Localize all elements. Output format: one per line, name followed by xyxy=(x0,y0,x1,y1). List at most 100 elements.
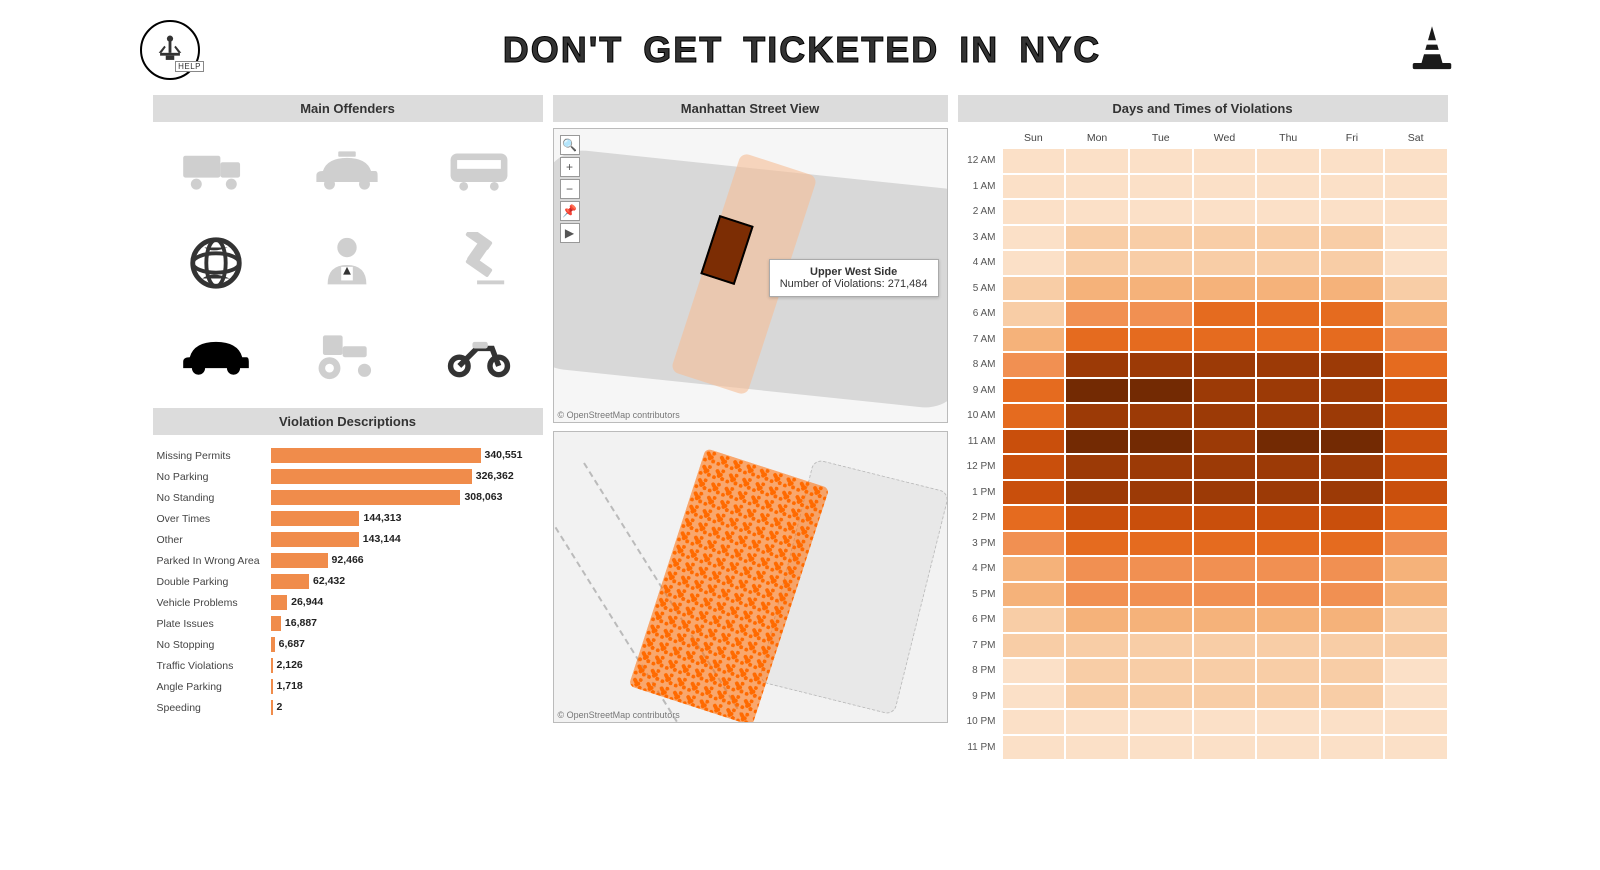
heatmap-cell[interactable] xyxy=(1256,735,1320,761)
heatmap-cell[interactable] xyxy=(1002,658,1066,684)
heatmap-cell[interactable] xyxy=(1065,454,1129,480)
bar-row[interactable]: No Stopping6,687 xyxy=(153,634,539,655)
heatmap-cell[interactable] xyxy=(1256,429,1320,455)
offender-gavel-icon[interactable] xyxy=(444,232,514,297)
offender-bus-icon[interactable] xyxy=(444,140,514,205)
heatmap-cell[interactable] xyxy=(1384,352,1448,378)
bar-row[interactable]: Over Times144,313 xyxy=(153,508,539,529)
offender-globe-icon[interactable] xyxy=(181,232,251,297)
heatmap-cell[interactable] xyxy=(1193,607,1257,633)
heatmap-cell[interactable] xyxy=(1002,582,1066,608)
heatmap-cell[interactable] xyxy=(1002,429,1066,455)
heatmap-cell[interactable] xyxy=(1065,429,1129,455)
heatmap-cell[interactable] xyxy=(1002,633,1066,659)
bar-row[interactable]: Traffic Violations2,126 xyxy=(153,655,539,676)
heatmap-cell[interactable] xyxy=(1193,199,1257,225)
heatmap-cell[interactable] xyxy=(1320,633,1384,659)
heatmap-cell[interactable] xyxy=(1065,352,1129,378)
heatmap-cell[interactable] xyxy=(1002,735,1066,761)
bar-row[interactable]: Angle Parking1,718 xyxy=(153,676,539,697)
heatmap-cell[interactable] xyxy=(1384,658,1448,684)
heatmap-cell[interactable] xyxy=(1065,327,1129,353)
heatmap-cell[interactable] xyxy=(1065,684,1129,710)
heatmap-cell[interactable] xyxy=(1320,582,1384,608)
heatmap-cell[interactable] xyxy=(1320,607,1384,633)
heatmap-cell[interactable] xyxy=(1320,403,1384,429)
bar-row[interactable]: No Standing308,063 xyxy=(153,487,539,508)
heatmap-cell[interactable] xyxy=(1320,148,1384,174)
heatmap-cell[interactable] xyxy=(1129,429,1193,455)
heatmap-cell[interactable] xyxy=(1256,276,1320,302)
heatmap-cell[interactable] xyxy=(1129,327,1193,353)
heatmap-cell[interactable] xyxy=(1065,735,1129,761)
heatmap-cell[interactable] xyxy=(1384,684,1448,710)
heatmap-cell[interactable] xyxy=(1065,709,1129,735)
heatmap-cell[interactable] xyxy=(1384,148,1448,174)
bar-row[interactable]: Vehicle Problems26,944 xyxy=(153,592,539,613)
heatmap-cell[interactable] xyxy=(1320,505,1384,531)
heatmap-cell[interactable] xyxy=(1065,531,1129,557)
heatmap-cell[interactable] xyxy=(1065,378,1129,404)
heatmap-cell[interactable] xyxy=(1384,250,1448,276)
heatmap-cell[interactable] xyxy=(1065,301,1129,327)
heatmap-cell[interactable] xyxy=(1129,607,1193,633)
bar-row[interactable]: Double Parking62,432 xyxy=(153,571,539,592)
heatmap-cell[interactable] xyxy=(1320,709,1384,735)
heatmap-cell[interactable] xyxy=(1320,225,1384,251)
heatmap-cell[interactable] xyxy=(1129,684,1193,710)
heatmap-cell[interactable] xyxy=(1384,735,1448,761)
heatmap-cell[interactable] xyxy=(1256,301,1320,327)
heatmap-cell[interactable] xyxy=(1256,148,1320,174)
heatmap-cell[interactable] xyxy=(1193,505,1257,531)
heatmap-cell[interactable] xyxy=(1384,327,1448,353)
heatmap-cell[interactable] xyxy=(1320,276,1384,302)
heatmap-cell[interactable] xyxy=(1065,250,1129,276)
heatmap-cell[interactable] xyxy=(1002,225,1066,251)
heatmap-cell[interactable] xyxy=(1256,709,1320,735)
heatmap-cell[interactable] xyxy=(1193,378,1257,404)
heatmap-cell[interactable] xyxy=(1129,658,1193,684)
offender-motorcycle-icon[interactable] xyxy=(444,324,514,389)
heatmap-cell[interactable] xyxy=(1256,352,1320,378)
map-play-icon[interactable]: ▶ xyxy=(560,223,580,243)
heatmap-cell[interactable] xyxy=(1256,582,1320,608)
heatmap-cell[interactable] xyxy=(1129,378,1193,404)
heatmap-cell[interactable] xyxy=(1193,250,1257,276)
heatmap-cell[interactable] xyxy=(1320,658,1384,684)
heatmap-cell[interactable] xyxy=(1256,531,1320,557)
heatmap-cell[interactable] xyxy=(1002,327,1066,353)
heatmap-cell[interactable] xyxy=(1002,250,1066,276)
heatmap-cell[interactable] xyxy=(1384,378,1448,404)
heatmap-cell[interactable] xyxy=(1384,556,1448,582)
heatmap-cell[interactable] xyxy=(1193,556,1257,582)
heatmap-cell[interactable] xyxy=(1002,352,1066,378)
heatmap-cell[interactable] xyxy=(1256,327,1320,353)
heatmap-cell[interactable] xyxy=(1002,684,1066,710)
heatmap-cell[interactable] xyxy=(1384,454,1448,480)
heatmap-cell[interactable] xyxy=(1193,327,1257,353)
heatmap-cell[interactable] xyxy=(1256,454,1320,480)
heatmap-cell[interactable] xyxy=(1384,403,1448,429)
heatmap-cell[interactable] xyxy=(1193,658,1257,684)
heatmap-cell[interactable] xyxy=(1256,174,1320,200)
heatmap-cell[interactable] xyxy=(1193,225,1257,251)
offender-truck-icon[interactable] xyxy=(181,140,251,205)
heatmap-cell[interactable] xyxy=(1256,480,1320,506)
map-overview[interactable]: 🔍 + − 📌 ▶ Upper West Side Number of Viol… xyxy=(553,128,948,423)
heatmap-cell[interactable] xyxy=(1193,684,1257,710)
heatmap-cell[interactable] xyxy=(1193,633,1257,659)
heatmap-cell[interactable] xyxy=(1002,556,1066,582)
heatmap-cell[interactable] xyxy=(1320,250,1384,276)
heatmap-cell[interactable] xyxy=(1129,633,1193,659)
heatmap-cell[interactable] xyxy=(1256,658,1320,684)
heatmap-cell[interactable] xyxy=(1193,480,1257,506)
heatmap-cell[interactable] xyxy=(1384,607,1448,633)
heatmap-cell[interactable] xyxy=(1002,301,1066,327)
heatmap-cell[interactable] xyxy=(1256,378,1320,404)
heatmap-cell[interactable] xyxy=(1193,276,1257,302)
heatmap-cell[interactable] xyxy=(1193,582,1257,608)
help-icon[interactable]: HELP xyxy=(140,20,200,80)
heatmap-cell[interactable] xyxy=(1193,174,1257,200)
heatmap-cell[interactable] xyxy=(1320,352,1384,378)
heatmap-cell[interactable] xyxy=(1384,174,1448,200)
